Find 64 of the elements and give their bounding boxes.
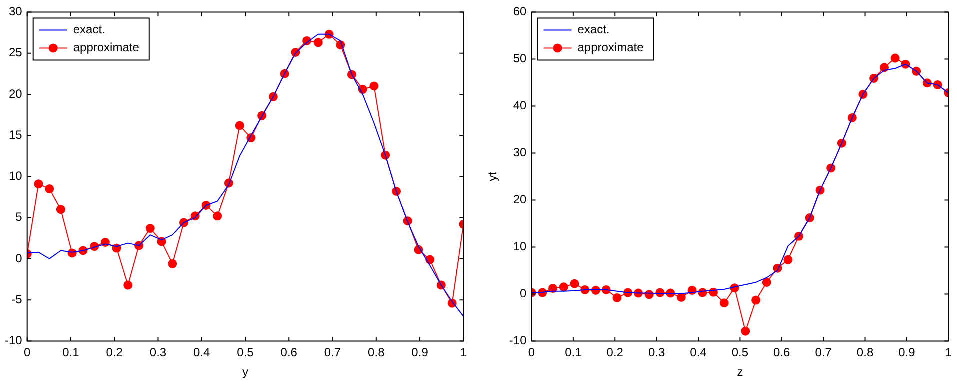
x-tick-label: 0.8 xyxy=(368,346,386,360)
y-tick-label: 60 xyxy=(513,4,528,19)
y-tick-label: 30 xyxy=(513,146,528,160)
point xyxy=(56,205,66,214)
x-tick-label: 0.5 xyxy=(732,346,749,360)
legend-label: exact. xyxy=(73,22,106,37)
y-tick-label: -10 xyxy=(509,334,528,348)
x-tick-label: 0.5 xyxy=(237,346,254,360)
point xyxy=(235,121,244,130)
x-tick-label: 0.6 xyxy=(774,346,791,360)
point xyxy=(34,180,44,189)
point xyxy=(676,292,686,302)
point xyxy=(784,255,793,264)
x-tick-label: 0.4 xyxy=(690,346,708,360)
y-tick-label: 40 xyxy=(513,98,528,113)
point xyxy=(741,326,750,336)
y-tick-label: 5 xyxy=(16,210,23,224)
legend-label: approximate xyxy=(578,40,644,55)
y-tick-label: 25 xyxy=(8,46,23,60)
x-tick-label: 0.1 xyxy=(62,346,80,360)
legend-label: approximate xyxy=(73,40,140,55)
x-axis-title: y xyxy=(242,365,249,380)
y-tick-label: 10 xyxy=(8,169,23,184)
y-tick-label: -5 xyxy=(12,292,23,306)
x-tick-label: 0.9 xyxy=(412,346,429,360)
x-tick-label: 0.7 xyxy=(815,346,832,360)
point xyxy=(570,279,580,288)
point xyxy=(45,184,54,194)
y-tick-label: 15 xyxy=(8,128,23,142)
y-tick-label: 20 xyxy=(8,86,23,101)
point xyxy=(124,280,133,290)
point xyxy=(559,282,568,292)
x-tick-label: 0.2 xyxy=(106,346,124,360)
point xyxy=(752,296,761,305)
y-tick-label: 10 xyxy=(513,240,528,254)
x-tick-label: 1 xyxy=(460,346,468,360)
x-tick-label: 0.4 xyxy=(194,346,211,360)
x-tick-label: 0.7 xyxy=(324,346,342,360)
x-tick-label: 0.1 xyxy=(565,346,582,360)
point xyxy=(890,54,900,63)
point xyxy=(168,259,178,268)
x-tick-label: 0.3 xyxy=(150,346,167,360)
x-tick-label: 0.9 xyxy=(898,346,916,360)
y-tick-label: 0 xyxy=(16,251,23,266)
point xyxy=(370,82,379,91)
x-axis-title: z xyxy=(737,365,744,380)
x-tick-label: 0.2 xyxy=(606,346,624,360)
point xyxy=(146,224,155,234)
point xyxy=(762,278,772,287)
y-tick-label: -10 xyxy=(5,334,23,348)
legend-label: exact. xyxy=(578,22,610,37)
point xyxy=(314,38,323,48)
y-tick-label: 50 xyxy=(513,52,528,66)
y-tick-label: 20 xyxy=(513,192,528,207)
x-tick-label: 0.3 xyxy=(648,346,666,360)
x-tick-label: 0.8 xyxy=(856,346,874,360)
y-axis-title: yt xyxy=(486,171,500,182)
point xyxy=(213,212,222,221)
point xyxy=(720,298,729,308)
point xyxy=(612,293,622,302)
y-tick-label: 30 xyxy=(8,4,23,19)
x-tick-label: 1 xyxy=(945,346,952,360)
x-tick-label: 0.6 xyxy=(280,346,298,360)
y-tick-label: 0 xyxy=(520,286,528,301)
